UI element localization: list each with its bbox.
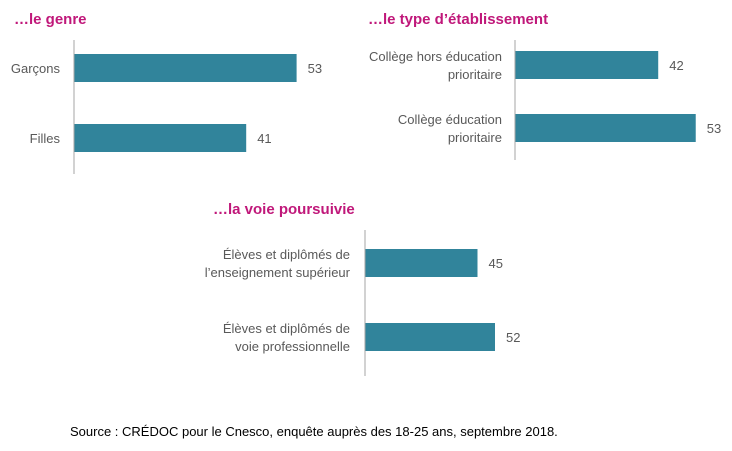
category-label-line: Collège hors éducation [369, 49, 502, 64]
category-label-line: Garçons [11, 61, 61, 76]
category-label: Élèves et diplômés de voie professionnell… [223, 321, 350, 354]
chart-panel-1: …le genre 53 Garçons 41 Filles [11, 11, 322, 174]
chart-title: …la voie poursuivie [213, 201, 355, 218]
chart-title: …le type d’établissement [368, 11, 548, 28]
data-label: 53 [308, 61, 322, 76]
chart-panel-2: …le type d’établissement 42 Collège hors é… [368, 11, 721, 160]
data-label: 42 [669, 58, 683, 73]
category-label: Collège hors éducation prioritaire [369, 49, 502, 82]
chart-title: …le genre [14, 11, 87, 28]
category-label-line: prioritaire [448, 130, 502, 145]
category-label-line: prioritaire [448, 67, 502, 82]
bar [74, 54, 297, 82]
data-label: 53 [707, 121, 721, 136]
category-label-line: Élèves et diplômés de [223, 321, 350, 336]
data-label: 41 [257, 131, 271, 146]
bar [515, 114, 696, 142]
source-note: Source : CRÉDOC pour le Cnesco, enquête … [70, 424, 558, 439]
category-label-line: voie professionnelle [235, 339, 350, 354]
category-label-line: Collège éducation [398, 112, 502, 127]
data-label: 52 [506, 330, 520, 345]
category-label-line: Filles [30, 131, 61, 146]
category-label: Garçons [11, 61, 61, 76]
bar [74, 124, 247, 152]
category-label: Élèves et diplômés de l’enseignement supé… [205, 247, 351, 280]
bar [365, 323, 495, 351]
chart-panel-3: …la voie poursuivie 45 Élèves et diplômés … [205, 201, 520, 376]
category-label: Collège éducation prioritaire [398, 112, 502, 145]
bar [515, 51, 659, 79]
category-label-line: l’enseignement supérieur [205, 265, 351, 280]
bar [365, 249, 478, 277]
category-label: Filles [30, 131, 61, 146]
data-label: 45 [489, 256, 503, 271]
category-label-line: Élèves et diplômés de [223, 247, 350, 262]
